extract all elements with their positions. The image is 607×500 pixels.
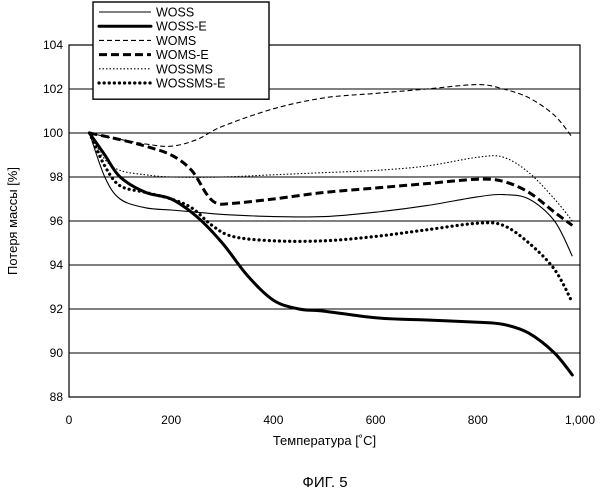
x-tick-label: 1,000 — [565, 413, 595, 427]
x-tick-label: 600 — [366, 413, 386, 427]
series-line-woms-e — [89, 133, 572, 225]
x-tick-label: 0 — [66, 413, 73, 427]
legend-label: WOMS — [156, 34, 196, 48]
x-tick-label: 800 — [468, 413, 488, 427]
series-line-wossms-e — [89, 133, 572, 302]
y-tick-label: 100 — [43, 126, 63, 140]
legend-label: WOSS — [156, 6, 194, 20]
y-axis-label: Потеря массы [%] — [5, 167, 20, 275]
legend-label: WOSSMS — [156, 62, 213, 76]
y-tick-label: 104 — [43, 38, 63, 52]
series-line-woss-e — [89, 133, 572, 375]
series-group — [89, 85, 572, 375]
y-tick-label: 96 — [50, 214, 64, 228]
y-tick-label: 92 — [50, 302, 64, 316]
y-tick-label: 94 — [50, 258, 64, 272]
y-tick-label: 98 — [50, 170, 64, 184]
legend-label: WOSSMS-E — [156, 77, 225, 91]
legend: WOSSWOSS-EWOMSWOMS-EWOSSMSWOSSMS-E — [93, 2, 269, 99]
grid-lines — [69, 89, 580, 353]
x-tick-labels: 0 200 400 600 800 1,000 — [66, 413, 596, 427]
x-tick-label: 200 — [161, 413, 181, 427]
y-tick-label: 88 — [50, 390, 64, 404]
y-tick-label: 90 — [50, 346, 64, 360]
figure-caption: ФИГ. 5 — [302, 474, 347, 491]
legend-label: WOSS-E — [156, 20, 207, 34]
y-tick-labels: 88 90 92 94 96 98 100 102 104 — [43, 38, 63, 404]
legend-label: WOMS-E — [156, 48, 209, 62]
x-axis-label: Температура [˚C] — [273, 433, 376, 448]
x-tick-label: 400 — [263, 413, 283, 427]
y-tick-label: 102 — [43, 82, 63, 96]
